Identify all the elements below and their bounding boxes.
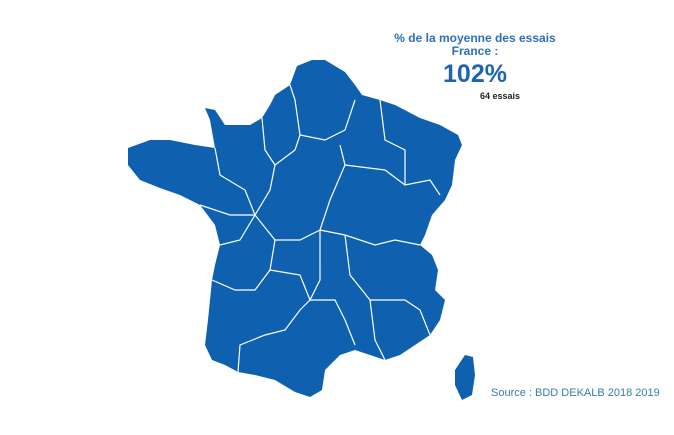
trial-count: 64 essais: [480, 91, 521, 101]
percentage-value: 102%: [443, 60, 507, 88]
mainland-france: [128, 60, 462, 397]
corsica: [455, 355, 475, 400]
title-line2: France :: [451, 44, 499, 58]
region-borders: [199, 84, 441, 373]
source-note: Source : BDD DEKALB 2018 2019: [491, 387, 660, 399]
title-line1: % de la moyenne des essais: [394, 31, 556, 45]
map-title: % de la moyenne des essais France :: [380, 32, 570, 58]
